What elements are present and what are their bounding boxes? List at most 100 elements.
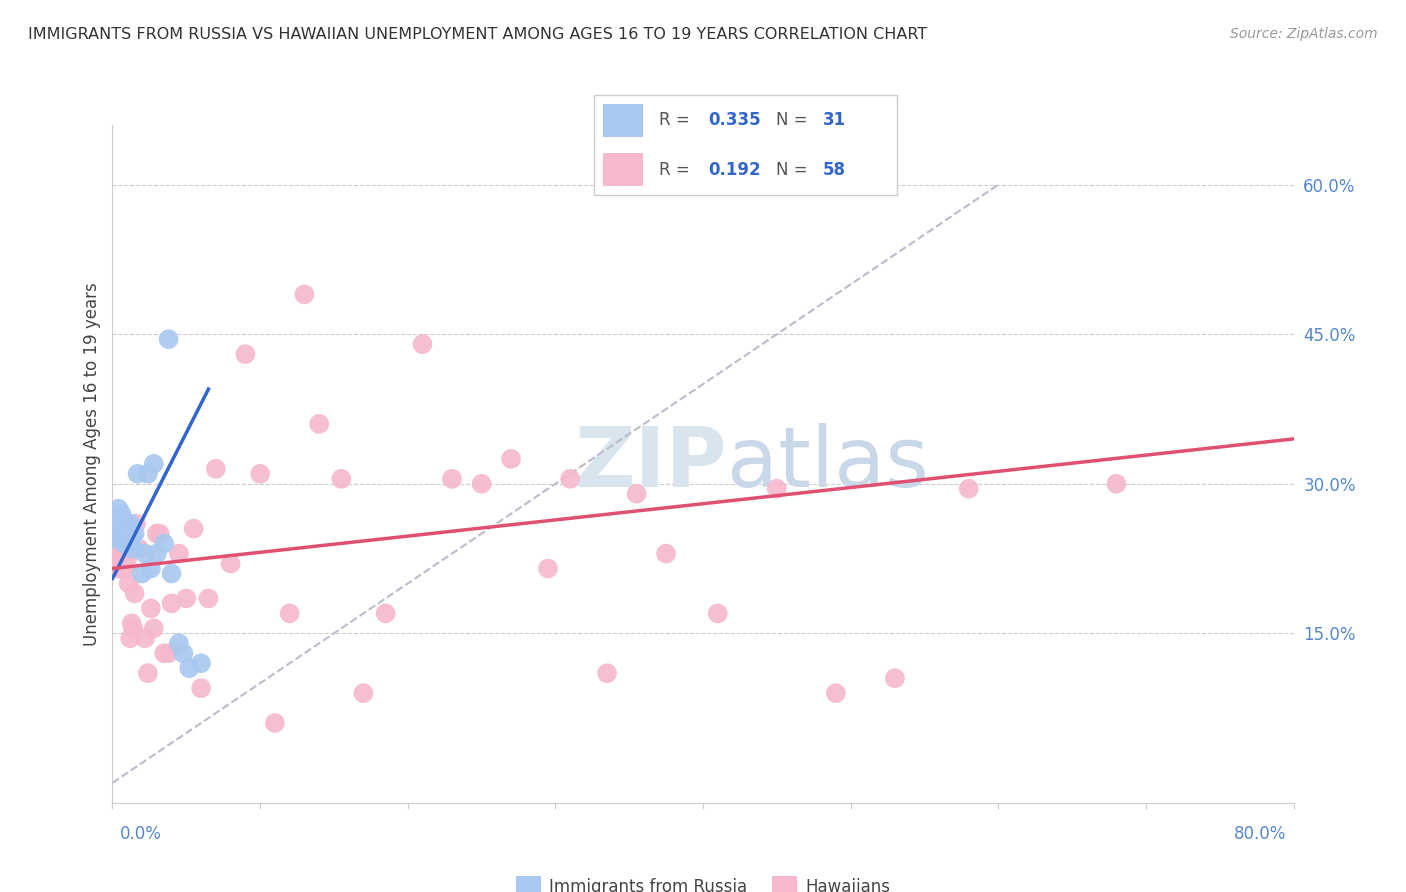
Y-axis label: Unemployment Among Ages 16 to 19 years: Unemployment Among Ages 16 to 19 years (83, 282, 101, 646)
Point (157, 332, 180, 346)
Point (626, 487, 648, 501)
Point (292, 287, 315, 301)
Point (134, 632, 156, 646)
FancyBboxPatch shape (603, 153, 643, 186)
Point (107, 561, 129, 575)
Point (824, 686, 846, 700)
Point (146, 526, 169, 541)
Point (157, 646, 180, 660)
Point (136, 467, 159, 481)
Point (127, 467, 149, 481)
Point (146, 547, 169, 561)
Point (122, 541, 145, 556)
Point (190, 657, 212, 671)
Point (1105, 476, 1128, 491)
Point (153, 646, 176, 660)
Point (111, 511, 134, 525)
Point (197, 591, 219, 606)
Point (121, 616, 143, 631)
Point (596, 666, 619, 681)
Point (134, 547, 156, 561)
Point (142, 621, 165, 635)
Point (118, 576, 141, 591)
Point (411, 337, 433, 351)
FancyBboxPatch shape (603, 104, 643, 136)
Point (104, 532, 127, 546)
Text: Source: ZipAtlas.com: Source: ZipAtlas.com (1230, 27, 1378, 41)
Point (233, 347, 256, 361)
Point (114, 526, 136, 541)
Point (183, 522, 205, 536)
Point (111, 547, 134, 561)
Point (330, 472, 353, 486)
Point (167, 636, 190, 650)
Point (957, 482, 980, 496)
Text: 0.192: 0.192 (709, 161, 761, 178)
Text: N =: N = (776, 112, 807, 129)
Point (110, 507, 132, 521)
Text: 0.0%: 0.0% (120, 825, 162, 843)
Text: R =: R = (658, 112, 689, 129)
Point (136, 666, 159, 681)
Point (174, 591, 197, 606)
Text: 0.335: 0.335 (709, 112, 761, 129)
Point (190, 681, 212, 695)
Text: 31: 31 (823, 112, 845, 129)
Point (122, 621, 145, 635)
Point (110, 532, 132, 546)
Point (278, 607, 301, 621)
Point (139, 601, 162, 615)
Point (179, 661, 201, 675)
Text: 58: 58 (823, 161, 845, 178)
Point (105, 522, 128, 536)
Point (558, 472, 582, 486)
Point (107, 501, 129, 516)
Point (205, 462, 228, 476)
Point (125, 516, 148, 531)
Point (124, 586, 146, 600)
Point (142, 457, 165, 471)
Point (104, 536, 127, 550)
Point (153, 536, 176, 550)
Text: N =: N = (776, 161, 807, 178)
Text: ZIP: ZIP (574, 424, 727, 504)
Point (264, 716, 287, 731)
Point (105, 547, 128, 561)
Point (706, 607, 728, 621)
Point (884, 671, 907, 685)
Text: R =: R = (658, 161, 689, 178)
Point (352, 686, 374, 700)
Point (117, 551, 138, 566)
Point (112, 561, 135, 575)
Point (139, 561, 162, 575)
Text: atlas: atlas (727, 424, 928, 504)
Point (441, 472, 464, 486)
Text: IMMIGRANTS FROM RUSSIA VS HAWAIIAN UNEMPLOYMENT AMONG AGES 16 TO 19 YEARS CORREL: IMMIGRANTS FROM RUSSIA VS HAWAIIAN UNEMP… (28, 27, 928, 42)
FancyBboxPatch shape (593, 95, 897, 195)
Point (108, 547, 131, 561)
Point (308, 417, 330, 431)
Point (121, 532, 143, 546)
Point (118, 536, 141, 550)
Point (537, 561, 560, 575)
Point (131, 566, 153, 581)
Point (374, 607, 396, 621)
Point (501, 451, 523, 466)
Point (117, 532, 138, 546)
Point (108, 511, 131, 525)
Point (112, 536, 135, 550)
Point (167, 547, 190, 561)
Point (766, 482, 789, 496)
Point (160, 596, 183, 610)
Point (120, 516, 142, 531)
Text: 80.0%: 80.0% (1234, 825, 1286, 843)
Point (149, 526, 172, 541)
Point (114, 561, 136, 575)
Point (120, 632, 142, 646)
Point (112, 547, 135, 561)
Point (128, 541, 150, 556)
Point (470, 476, 494, 491)
Point (172, 646, 194, 660)
Point (110, 551, 132, 566)
Point (655, 547, 678, 561)
